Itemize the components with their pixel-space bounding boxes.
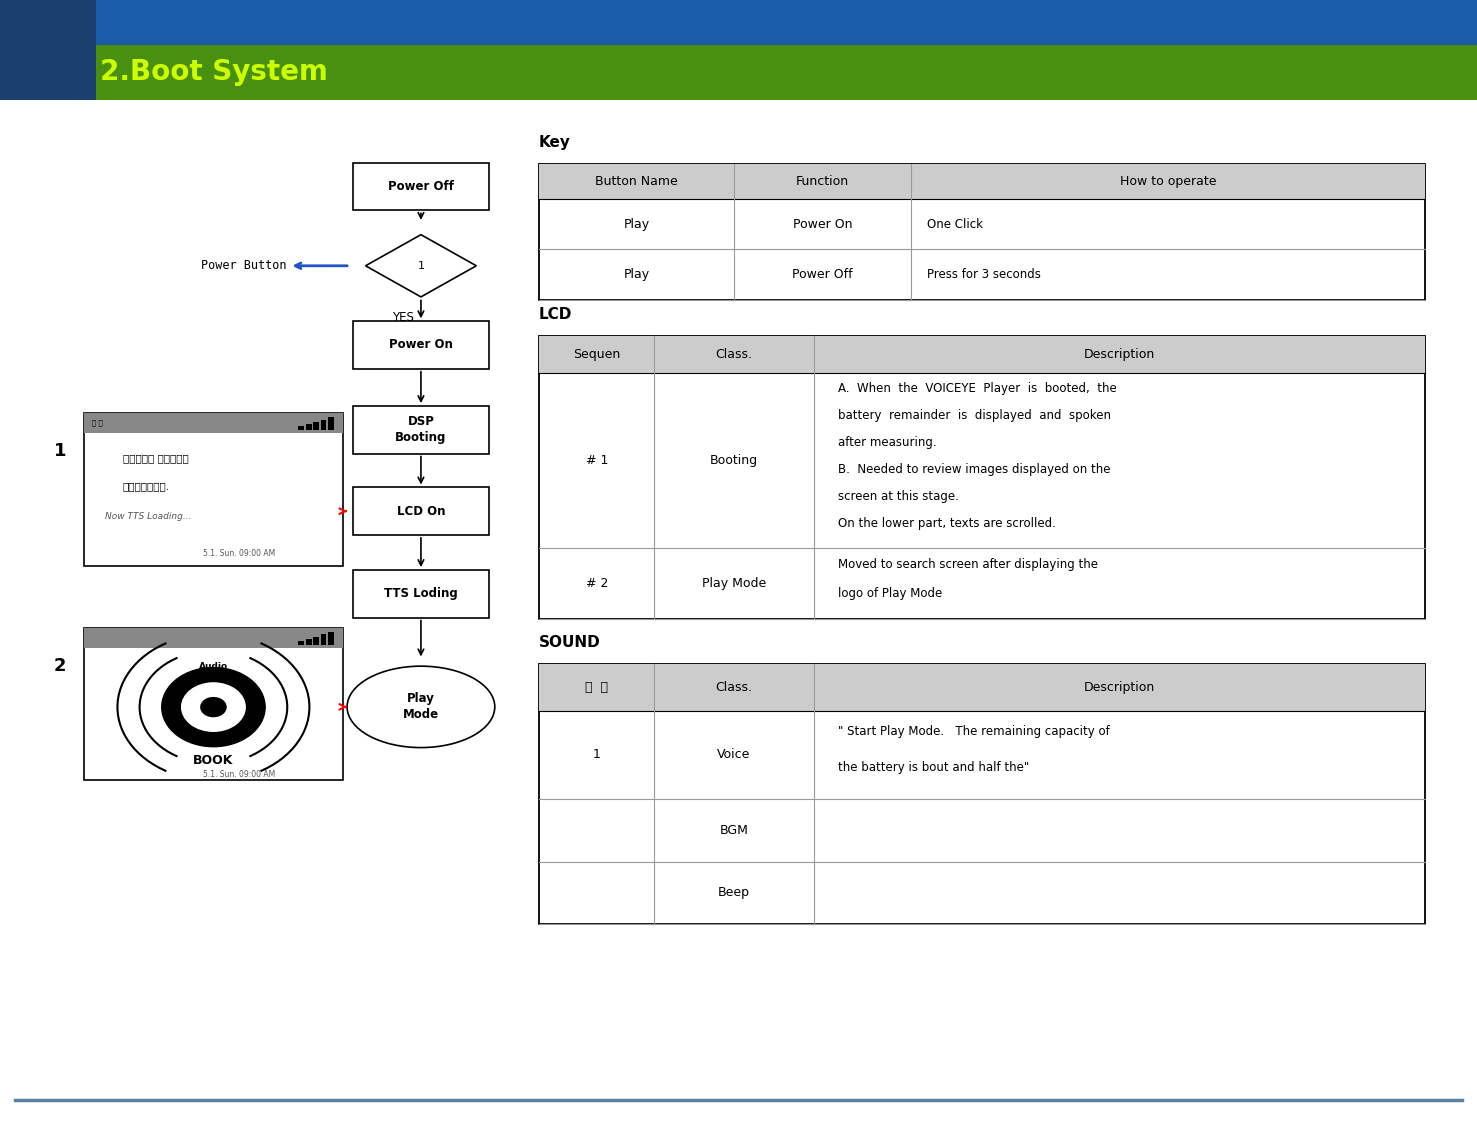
Text: 1: 1 (55, 442, 66, 460)
FancyBboxPatch shape (539, 336, 1425, 619)
Bar (313, 637, 319, 645)
Text: after measuring.: after measuring. (839, 437, 936, 449)
Bar (321, 634, 326, 645)
Text: logo of Play Mode: logo of Play Mode (839, 587, 942, 599)
Polygon shape (365, 235, 476, 296)
Text: One Click: One Click (926, 218, 982, 231)
FancyBboxPatch shape (539, 336, 1425, 373)
Text: B.  Needed to review images displayed on the: B. Needed to review images displayed on … (839, 464, 1111, 476)
FancyBboxPatch shape (84, 628, 343, 780)
Text: 1: 1 (418, 261, 424, 270)
FancyBboxPatch shape (539, 164, 1425, 300)
Text: LCD: LCD (539, 308, 573, 322)
Text: Play: Play (623, 268, 650, 282)
FancyBboxPatch shape (539, 664, 1425, 924)
Text: 부팅되었습니다.: 부팅되었습니다. (123, 481, 170, 491)
FancyBboxPatch shape (84, 413, 343, 566)
Bar (306, 639, 312, 645)
FancyBboxPatch shape (84, 628, 343, 648)
Text: # 2: # 2 (585, 577, 609, 589)
Text: 🔒 📷: 🔒 📷 (92, 420, 102, 426)
FancyBboxPatch shape (84, 413, 343, 433)
Text: Now TTS Loading...: Now TTS Loading... (105, 512, 192, 521)
Text: Play
Mode: Play Mode (403, 692, 439, 722)
Text: BGM: BGM (719, 823, 749, 837)
FancyBboxPatch shape (0, 0, 96, 100)
Text: On the lower part, texts are scrolled.: On the lower part, texts are scrolled. (839, 517, 1056, 530)
Text: Play Mode: Play Mode (702, 577, 767, 589)
FancyBboxPatch shape (353, 321, 489, 369)
FancyBboxPatch shape (353, 570, 489, 618)
Circle shape (180, 682, 245, 732)
Text: 2: 2 (55, 657, 66, 675)
FancyBboxPatch shape (0, 45, 1477, 100)
FancyBboxPatch shape (539, 664, 1425, 710)
Text: Audio: Audio (199, 662, 227, 671)
Text: battery  remainder  is  displayed  and  spoken: battery remainder is displayed and spoke… (839, 409, 1111, 422)
Text: Description: Description (1084, 348, 1155, 361)
Text: Button Name: Button Name (595, 175, 678, 188)
Text: " Start Play Mode.   The remaining capacity of: " Start Play Mode. The remaining capacit… (839, 725, 1111, 739)
Text: Key: Key (539, 136, 572, 150)
Text: 5.1. Sun. 09:00 AM: 5.1. Sun. 09:00 AM (204, 770, 275, 779)
Text: Class.: Class. (715, 681, 753, 693)
Circle shape (199, 697, 226, 717)
FancyBboxPatch shape (353, 487, 489, 535)
Text: TTS Loding: TTS Loding (384, 587, 458, 601)
Text: Power Button: Power Button (201, 259, 287, 273)
Bar (328, 632, 334, 645)
FancyBboxPatch shape (539, 164, 1425, 199)
FancyBboxPatch shape (353, 163, 489, 210)
Bar (321, 420, 326, 430)
Bar (298, 426, 304, 430)
Text: How to operate: How to operate (1120, 175, 1217, 188)
Text: Power On: Power On (793, 218, 852, 231)
Bar (298, 641, 304, 645)
Circle shape (161, 667, 264, 746)
Bar (306, 424, 312, 430)
Text: Booting: Booting (710, 454, 758, 467)
Text: Description: Description (1084, 681, 1155, 693)
FancyBboxPatch shape (353, 406, 489, 454)
Text: A.  When  the  VOICEYE  Player  is  booted,  the: A. When the VOICEYE Player is booted, th… (839, 382, 1117, 396)
Text: DSP
Booting: DSP Booting (396, 415, 446, 444)
FancyBboxPatch shape (0, 0, 1477, 45)
Text: Class.: Class. (715, 348, 753, 361)
Text: Function: Function (796, 175, 849, 188)
Text: Press for 3 seconds: Press for 3 seconds (926, 268, 1041, 282)
Text: Sequen: Sequen (573, 348, 620, 361)
Ellipse shape (347, 666, 495, 748)
Text: # 1: # 1 (585, 454, 609, 467)
Text: 1: 1 (592, 749, 601, 761)
Bar (313, 422, 319, 430)
Text: Beep: Beep (718, 887, 750, 899)
Text: LCD On: LCD On (397, 504, 445, 518)
Text: Play: Play (623, 218, 650, 231)
Text: YES: YES (393, 311, 414, 323)
Text: screen at this stage.: screen at this stage. (839, 490, 959, 503)
Text: Power Off: Power Off (792, 268, 854, 282)
Text: 5.1. Sun. 09:00 AM: 5.1. Sun. 09:00 AM (204, 549, 275, 558)
Text: 2.Boot System: 2.Boot System (100, 59, 328, 86)
Text: Moved to search screen after displaying the: Moved to search screen after displaying … (839, 559, 1099, 571)
Text: SOUND: SOUND (539, 636, 601, 650)
Text: Power On: Power On (388, 338, 453, 352)
Bar (328, 417, 334, 430)
Text: Voice: Voice (718, 749, 750, 761)
Text: 보이스아이 플레이어가: 보이스아이 플레이어가 (123, 454, 189, 464)
Text: the battery is bout and half the": the battery is bout and half the" (839, 761, 1029, 774)
Text: Power Off: Power Off (388, 180, 453, 193)
Text: 구  분: 구 분 (585, 681, 609, 693)
Text: BOOK: BOOK (193, 754, 233, 767)
